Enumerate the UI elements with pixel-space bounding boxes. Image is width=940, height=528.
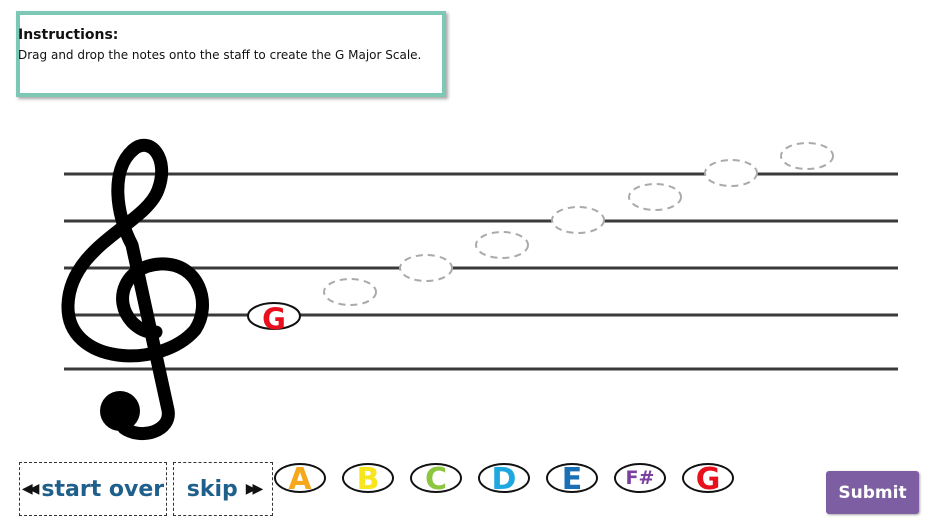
treble-clef-icon bbox=[61, 138, 209, 441]
note-slot[interactable] bbox=[628, 183, 682, 211]
note-token-b[interactable]: B bbox=[342, 462, 394, 497]
start-over-label: start over bbox=[41, 476, 165, 502]
skip-button[interactable]: skip ▶▶ bbox=[173, 462, 273, 516]
note-token-label: D bbox=[491, 462, 517, 497]
fast-forward-icon: ▶▶ bbox=[245, 481, 263, 497]
empty-note-slots bbox=[323, 142, 834, 306]
instructions-panel bbox=[16, 11, 446, 97]
staff-lines bbox=[64, 172, 898, 371]
note-slot[interactable] bbox=[323, 278, 377, 306]
note-slot[interactable] bbox=[399, 254, 453, 282]
note-token-a[interactable]: A bbox=[274, 462, 326, 497]
placed-note-label: G bbox=[262, 302, 286, 336]
note-token-g[interactable]: G bbox=[682, 462, 734, 497]
note-slot[interactable] bbox=[551, 206, 605, 234]
placed-note-g[interactable]: G bbox=[247, 302, 301, 336]
start-over-button[interactable]: ◀◀ start over bbox=[19, 462, 167, 516]
note-token-label: A bbox=[288, 462, 312, 497]
note-token-d[interactable]: D bbox=[478, 462, 530, 497]
note-token-f-sharp[interactable]: F# bbox=[614, 463, 666, 493]
rewind-icon: ◀◀ bbox=[21, 481, 39, 497]
note-slot[interactable] bbox=[475, 231, 529, 259]
skip-label: skip bbox=[186, 476, 238, 502]
note-token-label: B bbox=[356, 462, 380, 497]
note-token-label: C bbox=[424, 462, 448, 497]
note-token-label: F# bbox=[625, 466, 655, 489]
note-token-label: G bbox=[695, 462, 721, 497]
note-token-label: E bbox=[561, 462, 583, 497]
note-slot[interactable] bbox=[780, 142, 834, 170]
instructions-text: Drag and drop the notes onto the staff t… bbox=[18, 48, 422, 62]
note-token-e[interactable]: E bbox=[546, 462, 598, 497]
submit-button[interactable]: Submit bbox=[826, 471, 919, 514]
note-token-c[interactable]: C bbox=[410, 462, 462, 497]
instructions-title: Instructions: bbox=[18, 27, 119, 43]
note-slot[interactable] bbox=[704, 159, 758, 187]
